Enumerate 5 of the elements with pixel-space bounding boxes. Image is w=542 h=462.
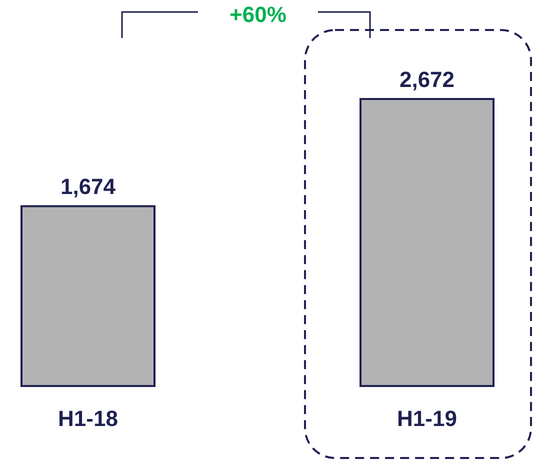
x-tick-label: H1-19 [397, 406, 457, 431]
data-label: 1,674 [60, 174, 116, 200]
data-label: 2,672 [399, 67, 455, 92]
x-tick-label: H1-18 [58, 406, 118, 431]
text: +60% [230, 2, 286, 27]
